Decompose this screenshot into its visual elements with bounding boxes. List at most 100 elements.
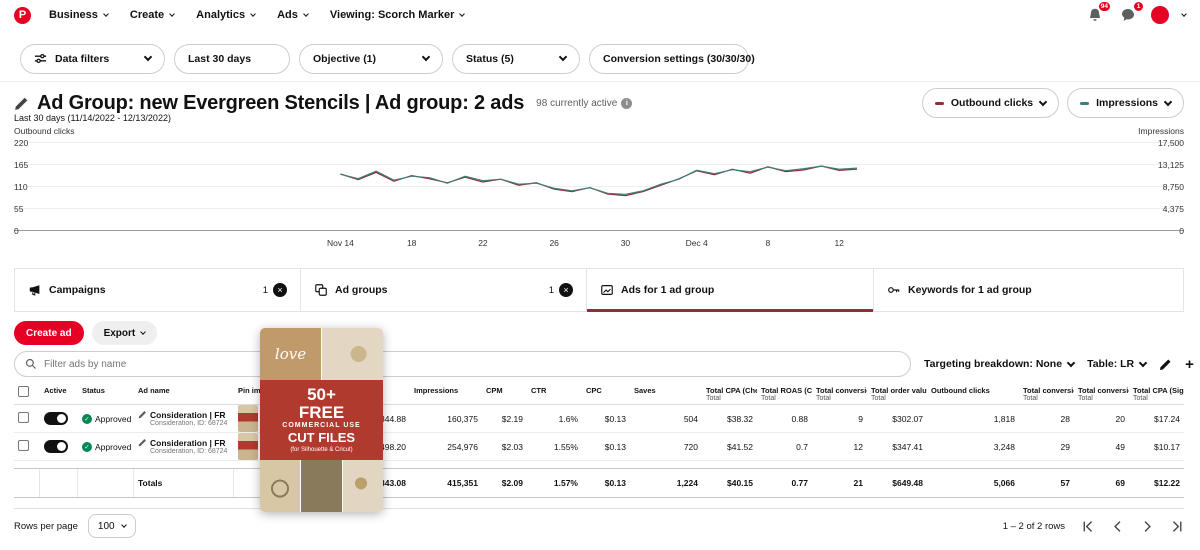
cell-total-conversions-b: 29 bbox=[1060, 441, 1070, 452]
data-filters-button[interactable]: Data filters bbox=[20, 43, 165, 74]
campaigns-count: 1 bbox=[262, 284, 268, 296]
chevron-down-icon bbox=[421, 52, 431, 62]
tab-campaigns[interactable]: Campaigns 1 × bbox=[15, 269, 301, 311]
x-axis-labels: Nov 14 18 22 26 30 Dec 4 8 12 bbox=[14, 238, 1184, 250]
column-header-saves[interactable]: Saves bbox=[630, 386, 702, 395]
date-range-button[interactable]: Last 30 days bbox=[174, 43, 290, 74]
cell-select bbox=[14, 440, 40, 453]
rows-per-page-select[interactable]: 100 bbox=[87, 514, 136, 538]
targeting-breakdown-dropdown[interactable]: Targeting breakdown: None bbox=[924, 358, 1076, 370]
active-note-text: 98 currently active bbox=[536, 97, 618, 109]
column-header-ctr[interactable]: CTR bbox=[527, 386, 582, 395]
next-page-button[interactable] bbox=[1141, 520, 1154, 533]
column-header-pin-image[interactable]: Pin ima bbox=[234, 386, 270, 395]
status-filter-button[interactable]: Status (5) bbox=[452, 43, 580, 74]
page-header: Ad Group: new Evergreen Stencils | Ad gr… bbox=[14, 86, 1184, 120]
column-header-select[interactable] bbox=[14, 386, 40, 399]
column-header-total-conversions-c[interactable]: Total conversio Total bbox=[1074, 386, 1129, 402]
column-sublabel: Total bbox=[1078, 395, 1093, 402]
metric-selector-outbound-clicks[interactable]: Outbound clicks bbox=[921, 88, 1060, 118]
tab-ads[interactable]: Ads for 1 ad group bbox=[587, 269, 874, 312]
metric-outbound-label: Outbound clicks bbox=[950, 97, 1034, 109]
objective-filter-button[interactable]: Objective (1) bbox=[299, 43, 443, 74]
first-page-button[interactable] bbox=[1081, 520, 1094, 533]
column-label: Saves bbox=[634, 386, 656, 395]
create-ad-button[interactable]: Create ad bbox=[14, 321, 84, 345]
search-box bbox=[14, 351, 911, 377]
column-header-total-cpa-checkout[interactable]: Total CPA (Che Total bbox=[702, 386, 757, 402]
nav-business[interactable]: Business bbox=[49, 9, 109, 21]
column-header-total-conversions-b[interactable]: Total conversio Total bbox=[1019, 386, 1074, 402]
column-header-active[interactable]: Active bbox=[40, 386, 78, 395]
add-column-button[interactable]: + bbox=[1185, 356, 1194, 372]
nav-ads-label: Ads bbox=[277, 9, 298, 21]
column-header-cpm[interactable]: CPM bbox=[482, 386, 527, 395]
nav-viewing-account[interactable]: Viewing: Scorch Marker bbox=[330, 9, 466, 21]
account-menu-chevron-icon[interactable] bbox=[1181, 11, 1187, 17]
row-checkbox[interactable] bbox=[18, 440, 29, 451]
x-axis-tick: 12 bbox=[834, 238, 844, 248]
tab-keywords[interactable]: Keywords for 1 ad group bbox=[874, 269, 1185, 311]
collage-tile bbox=[301, 460, 342, 512]
totals-cpc: $0.13 bbox=[604, 478, 626, 488]
pin-image-preview: love 50+ FREE COMMERCIAL USE CUT FILES (… bbox=[260, 328, 383, 512]
ad-name[interactable]: Consideration | FR bbox=[150, 438, 226, 448]
account-avatar[interactable] bbox=[1151, 6, 1169, 24]
cell-total-cpa-checkout: $41.52 bbox=[727, 441, 753, 452]
column-header-ad-name[interactable]: Ad name bbox=[134, 386, 234, 395]
column-header-outbound-clicks[interactable]: Outbound clicks bbox=[927, 386, 1019, 395]
column-label: CPC bbox=[586, 386, 602, 395]
nav-ads[interactable]: Ads bbox=[277, 9, 309, 21]
messages-button[interactable]: 1 bbox=[1118, 1, 1144, 25]
edit-ad-icon[interactable] bbox=[138, 438, 147, 447]
cell-cpc: $0.13 bbox=[604, 413, 626, 424]
cell-total-cpa-checkout: $38.32 bbox=[727, 413, 753, 424]
nav-analytics[interactable]: Analytics bbox=[196, 9, 256, 21]
edit-title-icon[interactable] bbox=[14, 96, 29, 111]
select-all-checkbox[interactable] bbox=[18, 386, 29, 397]
last-page-button[interactable] bbox=[1171, 520, 1184, 533]
column-header-total-roas[interactable]: Total ROAS (Ch Total bbox=[757, 386, 812, 402]
info-icon[interactable]: i bbox=[621, 97, 633, 109]
column-header-total-cpa-signup[interactable]: Total CPA (Sig Total bbox=[1129, 386, 1184, 402]
edit-ad-icon[interactable] bbox=[138, 410, 147, 419]
metric-selector-impressions[interactable]: Impressions bbox=[1067, 88, 1184, 118]
collage-top-row: love bbox=[260, 328, 383, 380]
active-toggle[interactable] bbox=[44, 412, 68, 425]
active-toggle[interactable] bbox=[44, 440, 68, 453]
tab-ad-groups[interactable]: Ad groups 1 × bbox=[301, 269, 587, 311]
right-axis-title: Impressions bbox=[1138, 126, 1184, 136]
column-header-status[interactable]: Status bbox=[78, 386, 134, 395]
cell-ctr: 1.6% bbox=[558, 413, 578, 424]
conversion-settings-button[interactable]: Conversion settings (30/30/30) bbox=[589, 43, 755, 74]
totals-active bbox=[40, 469, 78, 497]
column-header-total-conversions[interactable]: Total conversio Total bbox=[812, 386, 867, 402]
column-header-impressions[interactable]: Impressions bbox=[410, 386, 482, 395]
clear-campaigns-filter-icon[interactable]: × bbox=[273, 283, 287, 297]
ad-name[interactable]: Consideration | FR bbox=[150, 410, 226, 420]
chevron-down-icon bbox=[120, 522, 127, 528]
pin-thumbnail[interactable] bbox=[238, 433, 258, 460]
cell-total-roas: 0.88 bbox=[791, 413, 808, 424]
pinterest-logo-icon[interactable]: P bbox=[14, 6, 31, 24]
column-header-total-order-value[interactable]: Total order value (Total bbox=[867, 386, 927, 402]
pin-thumbnail[interactable] bbox=[238, 405, 258, 432]
notifications-button[interactable]: 94 bbox=[1085, 1, 1111, 25]
column-header-cpc[interactable]: CPC bbox=[582, 386, 630, 395]
table-view-dropdown[interactable]: Table: LR bbox=[1087, 358, 1148, 370]
cell-total-order-value: $347.41 bbox=[892, 441, 923, 452]
status-text: Approved bbox=[95, 441, 132, 452]
status-filter-label: Status (5) bbox=[466, 52, 514, 65]
targeting-breakdown-label: Targeting breakdown: None bbox=[924, 358, 1063, 370]
nav-create[interactable]: Create bbox=[130, 9, 176, 21]
previous-page-button[interactable] bbox=[1111, 520, 1124, 533]
primary-nav: Business Create Analytics Ads Viewing: S… bbox=[49, 9, 466, 21]
cell-outbound-clicks: 1,818 bbox=[993, 413, 1015, 424]
search-input[interactable] bbox=[44, 358, 900, 370]
export-button[interactable]: Export bbox=[91, 321, 158, 345]
megaphone-icon bbox=[29, 285, 40, 296]
totals-saves: 1,224 bbox=[676, 478, 698, 488]
row-checkbox[interactable] bbox=[18, 412, 29, 423]
edit-columns-button[interactable] bbox=[1159, 356, 1172, 372]
clear-ad-groups-filter-icon[interactable]: × bbox=[559, 283, 573, 297]
